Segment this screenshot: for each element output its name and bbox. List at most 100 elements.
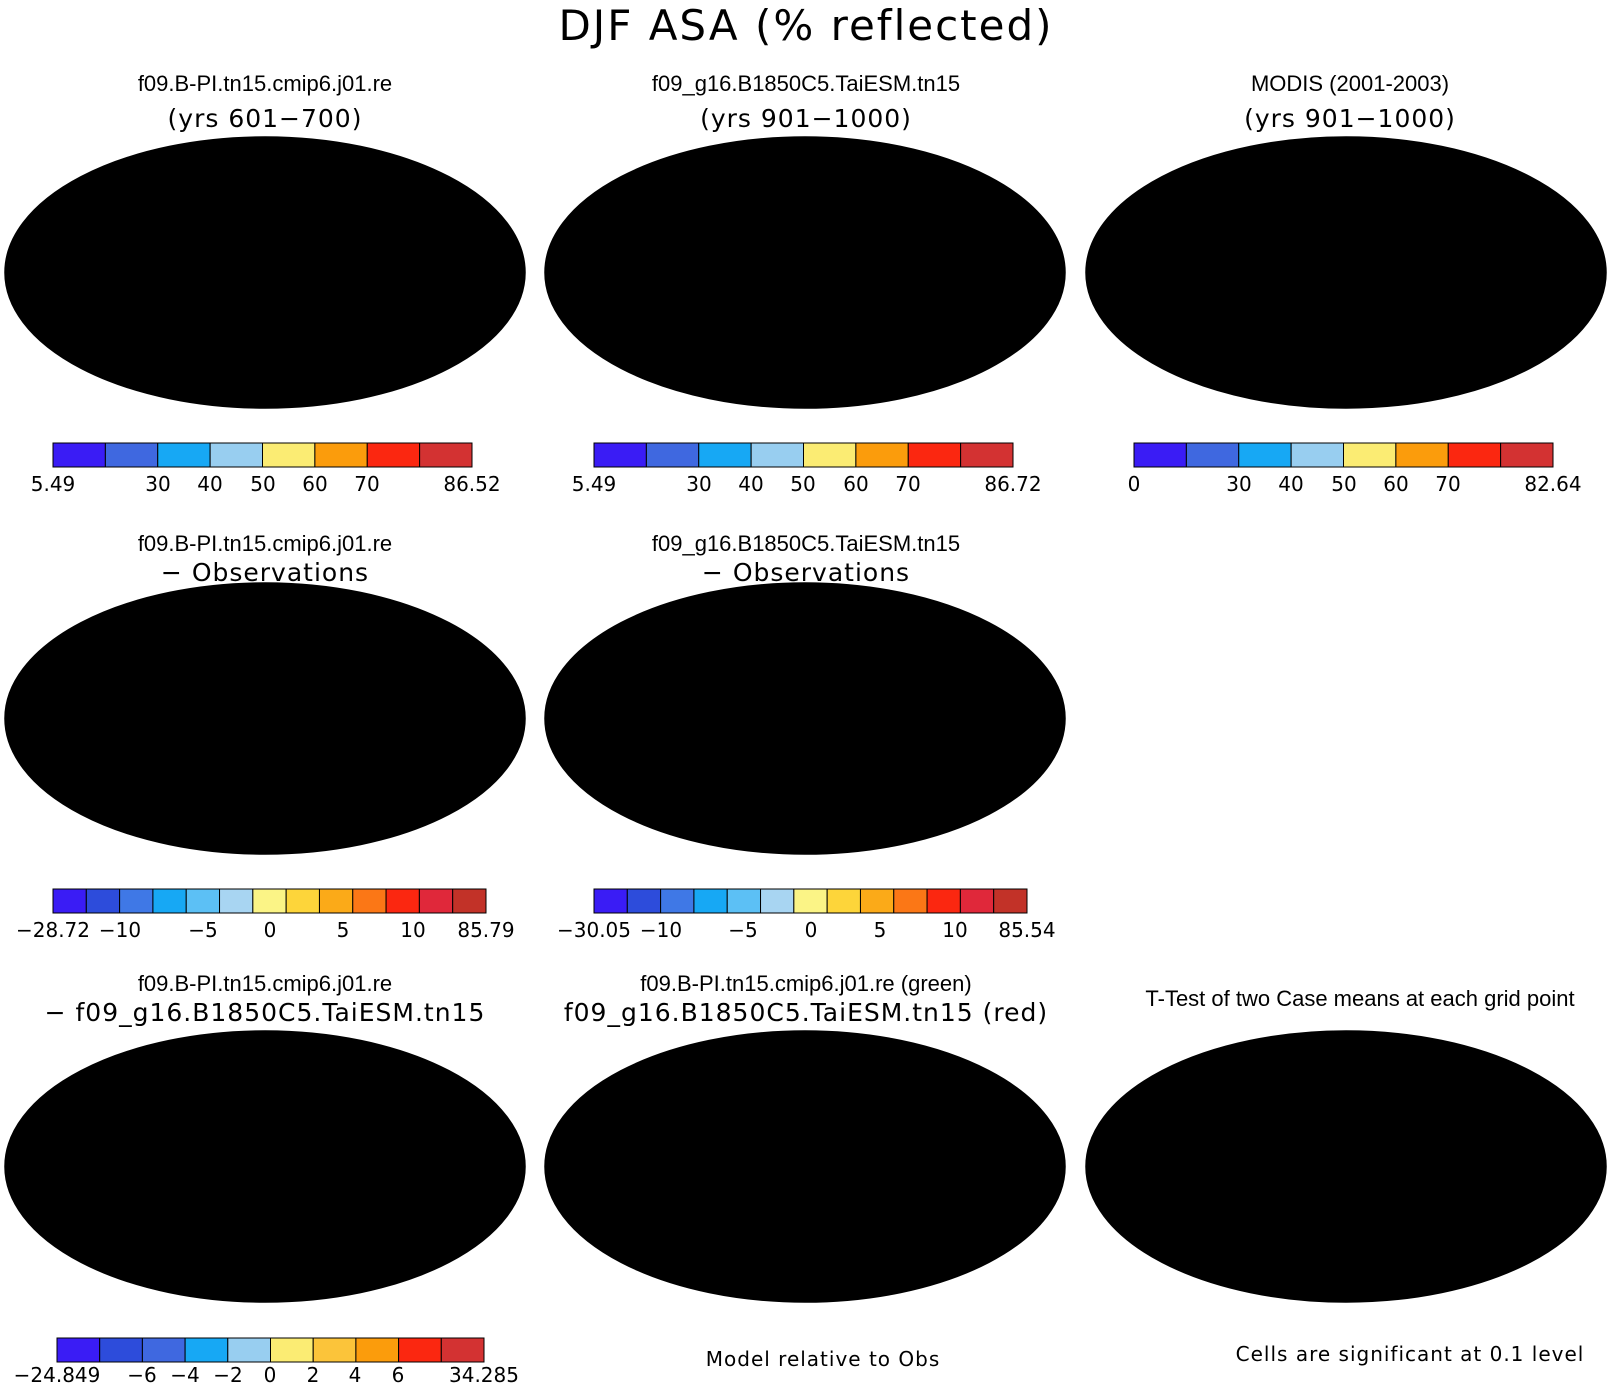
field-cell — [1060, 1104, 1066, 1110]
field-cell — [1539, 141, 1561, 151]
field-cell — [1518, 1286, 1527, 1294]
field-cell — [568, 805, 595, 831]
field-cell — [1187, 1286, 1198, 1293]
field-cell — [123, 1035, 145, 1047]
field-cell — [470, 1050, 490, 1065]
field-cell — [1030, 598, 1053, 611]
field-cell — [1040, 787, 1061, 805]
field-cell — [1131, 1036, 1143, 1048]
field-cell — [59, 402, 70, 404]
field-cell — [471, 390, 490, 404]
field-cell — [511, 1066, 526, 1074]
field-cell — [60, 1035, 83, 1040]
field-cell — [580, 170, 600, 191]
field-cell — [1100, 1038, 1108, 1045]
field-cell — [559, 362, 567, 377]
field-cell — [436, 150, 450, 161]
field-cell — [1593, 155, 1610, 169]
field-cell — [986, 365, 1013, 391]
tick-label: −5 — [728, 918, 757, 942]
colorbar-swatch — [419, 442, 473, 468]
field-cell — [139, 587, 162, 595]
field-cell — [476, 1257, 490, 1275]
field-cell — [122, 403, 138, 404]
field-cell — [988, 156, 1018, 180]
field-cell — [1517, 1039, 1530, 1048]
field-cell — [559, 1071, 565, 1080]
field-cell — [1148, 1035, 1156, 1036]
colorbar-swatch — [119, 888, 154, 914]
panel-2-subtitle: (yrs 901−1000) — [700, 104, 912, 133]
field-cell — [1, 1095, 10, 1100]
field-cell — [1031, 613, 1050, 623]
field-cell — [956, 1042, 970, 1054]
field-cell — [589, 809, 615, 833]
field-cell — [1028, 605, 1030, 637]
colorbar-swatch — [726, 888, 762, 914]
field-cell — [1100, 1286, 1101, 1298]
panel-1-map — [4, 136, 526, 409]
field-cell — [1211, 1030, 1218, 1036]
field-cell — [592, 146, 606, 161]
map-body — [1086, 1027, 1609, 1302]
field-cell — [1566, 343, 1571, 362]
field-cell — [559, 345, 562, 359]
field-cell — [22, 155, 41, 175]
field-cell — [1138, 1271, 1153, 1287]
field-cell — [944, 833, 957, 842]
field-cell — [1580, 1239, 1589, 1247]
field-cell — [1566, 1254, 1571, 1264]
field-cell — [1100, 1246, 1112, 1256]
tick-label: 5 — [874, 918, 887, 942]
coastline — [20, 1035, 490, 1297]
field-cell — [1001, 1053, 1016, 1063]
field-cell — [1200, 1285, 1213, 1293]
tick-label: −4 — [170, 1363, 199, 1385]
coastline — [1101, 141, 1571, 403]
field-cell — [540, 622, 559, 632]
colorbar-swatch — [1500, 442, 1554, 468]
field-cell — [395, 400, 405, 404]
field-cell — [1058, 1233, 1071, 1244]
field-cell — [1574, 1066, 1586, 1075]
field-cell — [1025, 190, 1030, 204]
field-cell — [1151, 368, 1161, 378]
field-cell — [1496, 1284, 1504, 1292]
field-cell — [1104, 1292, 1113, 1298]
field-cell — [1539, 374, 1559, 392]
field-cell — [1042, 148, 1061, 161]
field-cell — [470, 382, 490, 404]
field-cell — [1100, 394, 1106, 403]
field-cell — [1197, 141, 1214, 149]
field-cell — [1100, 339, 1120, 349]
field-cell — [1057, 652, 1067, 662]
field-cell — [1206, 141, 1219, 143]
field-cell — [542, 1081, 556, 1094]
field-cell — [1565, 1245, 1571, 1253]
field-cell — [83, 387, 96, 399]
field-cell — [1157, 1274, 1170, 1285]
field-cell — [1111, 1027, 1123, 1035]
field-cell — [467, 1265, 490, 1287]
field-cell — [1519, 145, 1531, 158]
field-cell — [1033, 1037, 1043, 1047]
field-cell — [1118, 1243, 1134, 1256]
field-cell — [617, 141, 643, 164]
field-cell — [1088, 1108, 1100, 1121]
field-cell — [635, 148, 647, 156]
colorbar-swatch — [960, 442, 1014, 468]
field-cell — [902, 141, 913, 146]
field-cell — [488, 379, 490, 399]
colorbar-swatch — [959, 888, 995, 914]
field-cell — [628, 1292, 644, 1298]
field-cell — [567, 1261, 582, 1272]
field-cell — [31, 829, 59, 847]
field-cell — [1139, 1053, 1153, 1061]
field-cell — [1136, 1051, 1150, 1064]
field-cell — [521, 1234, 529, 1242]
field-cell — [1040, 605, 1068, 632]
field-cell — [1601, 1269, 1609, 1275]
field-cell — [613, 587, 635, 600]
field-cell — [970, 821, 1000, 850]
field-cell — [568, 1234, 576, 1241]
